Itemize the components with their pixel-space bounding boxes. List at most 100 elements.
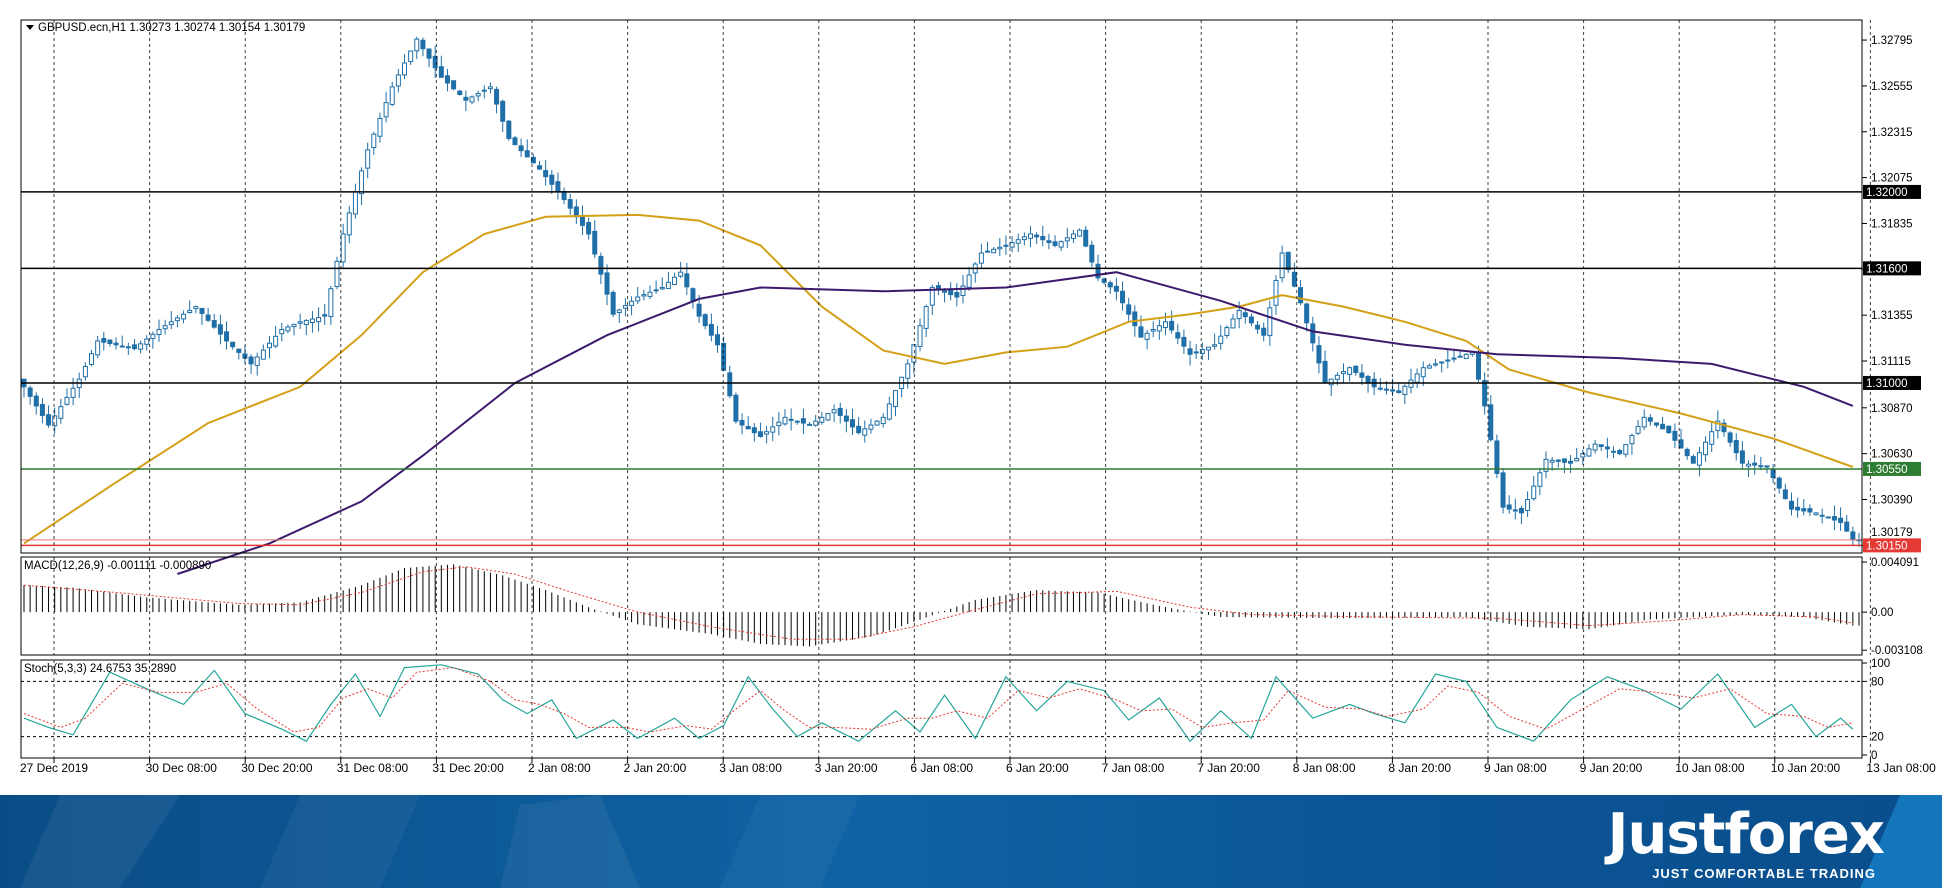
bullish-candle xyxy=(1586,448,1592,457)
bullish-candle xyxy=(291,323,297,328)
stochastic-panel xyxy=(21,664,1862,743)
bullish-candle xyxy=(1611,450,1617,453)
level-price-label: 1.30550 xyxy=(1866,464,1908,476)
bearish-candle xyxy=(1488,404,1494,441)
bullish-candle xyxy=(1144,332,1150,340)
bullish-candle xyxy=(1629,435,1635,445)
bearish-candle xyxy=(27,387,33,397)
bullish-candle xyxy=(414,38,420,52)
bullish-candle xyxy=(874,420,880,426)
bearish-candle xyxy=(1040,236,1046,241)
bearish-candle xyxy=(1561,458,1567,463)
bearish-candle xyxy=(1844,521,1850,532)
bearish-candle xyxy=(1396,390,1402,394)
bullish-candle xyxy=(119,345,125,348)
bearish-candle xyxy=(1113,285,1119,292)
bearish-candle xyxy=(1758,465,1764,468)
level-price-tag xyxy=(1863,461,1921,476)
bullish-candle xyxy=(469,96,475,103)
bearish-candle xyxy=(33,395,39,407)
bullish-candle xyxy=(1592,443,1598,451)
bearish-candle xyxy=(230,341,236,348)
bullish-candle xyxy=(764,431,770,435)
level-price-tag xyxy=(1863,538,1921,553)
bearish-candle xyxy=(451,80,457,90)
bearish-candle xyxy=(1788,500,1794,510)
bearish-candle xyxy=(1120,290,1126,304)
bearish-candle xyxy=(751,427,757,434)
bearish-candle xyxy=(684,273,690,288)
y-tick-label: 1.32315 xyxy=(1871,127,1913,139)
bearish-candle xyxy=(1598,444,1604,447)
bullish-candle xyxy=(1347,367,1353,375)
bearish-candle xyxy=(1494,440,1500,474)
bullish-candle xyxy=(1334,374,1340,380)
bullish-candle xyxy=(819,416,825,423)
bearish-candle xyxy=(1831,516,1837,521)
bullish-candle xyxy=(383,102,389,118)
current-price-label: 1.30179 xyxy=(1871,527,1913,539)
bearish-candle xyxy=(46,414,52,426)
y-tick-label: 1.31835 xyxy=(1871,218,1913,230)
bullish-candle xyxy=(905,363,911,379)
bullish-candle xyxy=(168,321,174,326)
bullish-candle xyxy=(1549,459,1555,463)
bullish-candle xyxy=(389,86,395,105)
bearish-candle xyxy=(610,291,616,315)
bearish-candle xyxy=(1850,531,1856,541)
bullish-candle xyxy=(487,86,493,90)
level-price-label: 1.30150 xyxy=(1866,540,1908,552)
bullish-candle xyxy=(1021,236,1027,241)
bearish-candle xyxy=(1752,462,1758,466)
bearish-candle xyxy=(1604,446,1610,450)
bullish-candle xyxy=(346,212,352,236)
bullish-candle xyxy=(359,170,365,195)
bearish-candle xyxy=(1095,263,1101,279)
bullish-candle xyxy=(1077,229,1083,237)
bearish-candle xyxy=(598,255,604,275)
bullish-candle xyxy=(162,325,168,330)
bearish-candle xyxy=(1390,389,1396,392)
bullish-candle xyxy=(1279,252,1285,279)
x-tick-label: 31 Dec 08:00 xyxy=(337,761,409,775)
bullish-candle xyxy=(1273,279,1279,306)
bearish-candle xyxy=(322,314,328,317)
bearish-candle xyxy=(518,145,524,152)
macd-frame xyxy=(20,556,1863,656)
stochastic-main-line xyxy=(23,664,1854,743)
bullish-candle xyxy=(1009,242,1015,248)
bearish-candle xyxy=(739,419,745,426)
bullish-candle xyxy=(1426,365,1432,369)
bearish-candle xyxy=(543,170,549,178)
bearish-candle xyxy=(1291,271,1297,287)
bearish-candle xyxy=(1838,517,1844,523)
bearish-candle xyxy=(1807,508,1813,513)
bullish-candle xyxy=(1451,357,1457,360)
bearish-candle xyxy=(1353,365,1359,373)
bearish-candle xyxy=(1034,234,1040,238)
bullish-candle xyxy=(316,317,322,323)
bullish-candle xyxy=(1537,472,1543,487)
bearish-candle xyxy=(420,39,426,50)
level-price-tag xyxy=(1863,375,1921,390)
bullish-candle xyxy=(1015,239,1021,244)
bullish-candle xyxy=(1445,359,1451,362)
bullish-candle xyxy=(1070,233,1076,239)
bullish-candle xyxy=(917,325,923,347)
bullish-candle xyxy=(635,296,641,302)
bullish-candle xyxy=(1574,457,1580,462)
bearish-candle xyxy=(224,331,230,342)
bearish-candle xyxy=(537,165,543,170)
bullish-candle xyxy=(616,309,622,313)
bearish-candle xyxy=(1568,460,1574,464)
bearish-candle xyxy=(1126,304,1132,315)
bearish-candle xyxy=(1721,422,1727,433)
bearish-candle xyxy=(1285,251,1291,271)
bearish-candle xyxy=(1727,432,1733,443)
bearish-candle xyxy=(1169,320,1175,331)
bullish-candle xyxy=(776,421,782,427)
bearish-candle xyxy=(1653,422,1659,426)
x-tick-label: 8 Jan 20:00 xyxy=(1388,761,1451,775)
bearish-candle xyxy=(1132,311,1138,327)
bearish-candle xyxy=(1310,323,1316,344)
